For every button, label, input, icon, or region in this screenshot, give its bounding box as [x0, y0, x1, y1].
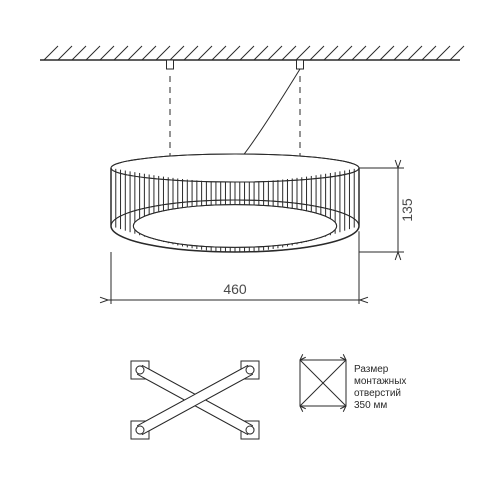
note-line4: 350 мм	[354, 400, 387, 411]
note-line1: Размер	[354, 364, 389, 375]
dim-width: 460	[223, 281, 247, 297]
lamp-technical-drawing: 460 135 Размермонтажныхотверстий350 мм	[0, 0, 500, 500]
dim-height: 135	[399, 198, 415, 222]
note-line2: монтажных	[354, 376, 406, 387]
note-line3: отверстий	[354, 388, 401, 399]
